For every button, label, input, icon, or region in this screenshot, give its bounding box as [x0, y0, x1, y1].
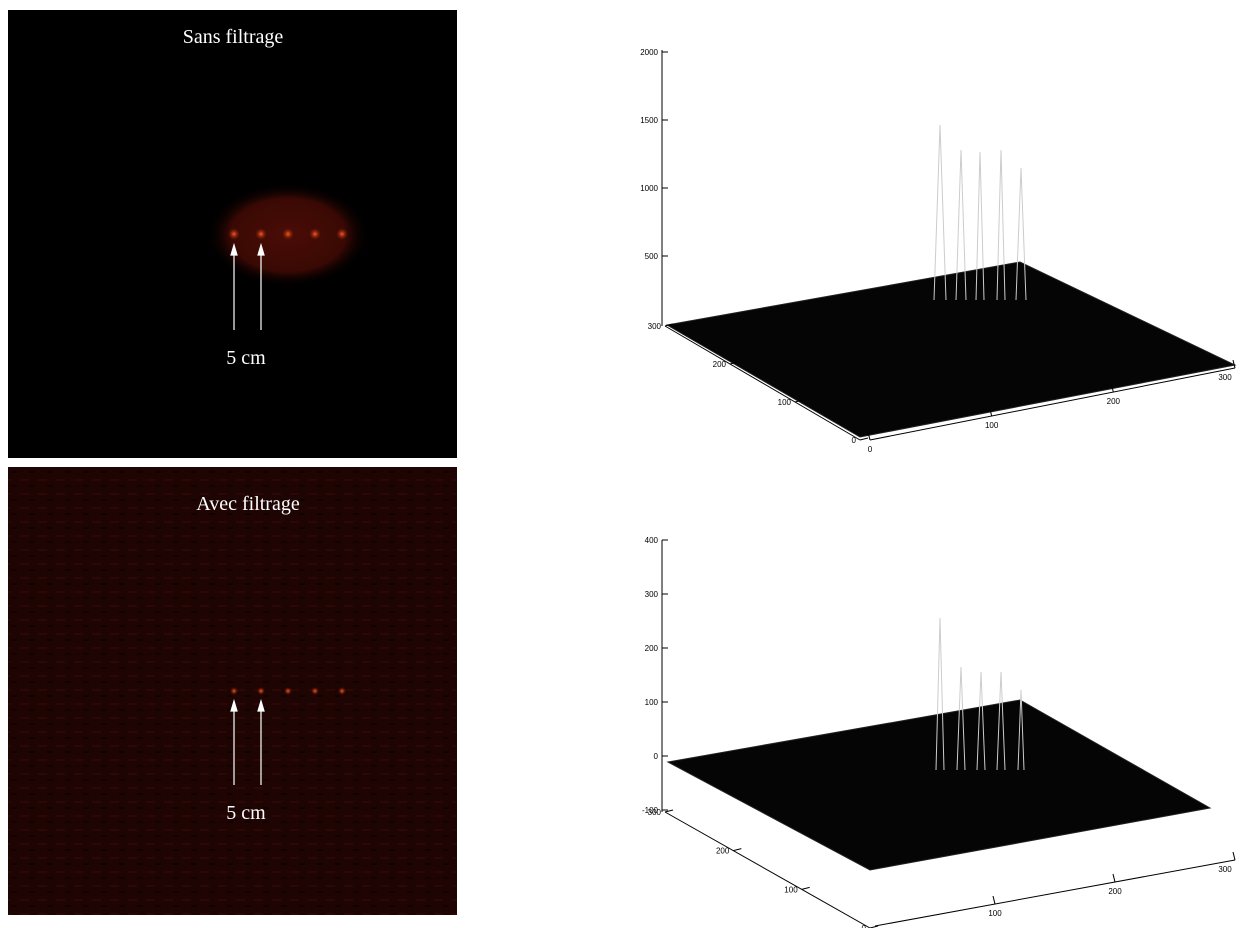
tick-mark	[1232, 359, 1236, 369]
x-tick-label: 0	[868, 445, 873, 454]
tick-mark	[1110, 383, 1114, 393]
z-tick-label: 100	[645, 698, 659, 707]
surface	[666, 617, 1212, 871]
tick-mark	[664, 323, 674, 327]
tick-mark	[1112, 873, 1116, 883]
y-tick-label: 300	[648, 808, 662, 817]
surface	[665, 124, 1237, 438]
z-tick-label: 400	[645, 536, 659, 545]
x-tick-label: 300	[1218, 865, 1232, 874]
panel-image	[8, 10, 457, 458]
y-tick-label: 0	[852, 436, 857, 445]
z-tick-label: 2000	[640, 48, 658, 57]
panel-image	[8, 467, 457, 915]
z-tick-label: 0	[654, 752, 659, 761]
tick-mark	[733, 848, 742, 852]
z-tick-label: 1500	[640, 116, 658, 125]
panel-title: Sans filtrage	[183, 26, 284, 48]
x-tick-label: 100	[985, 421, 999, 430]
tick-mark	[859, 437, 869, 441]
y-tick-label: 0	[862, 924, 867, 928]
tick-mark	[992, 895, 996, 905]
x-tick-label: 200	[1108, 887, 1122, 896]
y-tick-label: 300	[648, 322, 662, 331]
y-tick-label: 100	[784, 885, 798, 894]
x-tick-label: 300	[1218, 373, 1232, 382]
scale-label: 5 cm	[226, 347, 266, 369]
tick-mark	[664, 809, 674, 813]
y-tick-label: 200	[713, 360, 727, 369]
z-tick-label: 1000	[640, 184, 658, 193]
tick-mark	[867, 431, 871, 441]
z-tick-label: 200	[645, 644, 659, 653]
tick-mark	[729, 361, 739, 365]
y-tick-label: 200	[716, 847, 730, 856]
tick-mark	[801, 886, 810, 890]
tick-mark	[794, 399, 804, 403]
axes	[661, 540, 1236, 928]
z-tick-label: 300	[645, 590, 659, 599]
z-tick-label: 500	[645, 252, 659, 261]
x-tick-label: 100	[988, 909, 1002, 918]
tick-mark	[989, 407, 993, 417]
tick-mark	[1232, 851, 1236, 861]
y-tick-label: 100	[778, 398, 792, 407]
z-tick-label: -100	[642, 806, 659, 815]
x-tick-label: 200	[1107, 397, 1121, 406]
scale-label: 5 cm	[226, 802, 266, 824]
panel-title: Avec filtrage	[196, 493, 300, 515]
